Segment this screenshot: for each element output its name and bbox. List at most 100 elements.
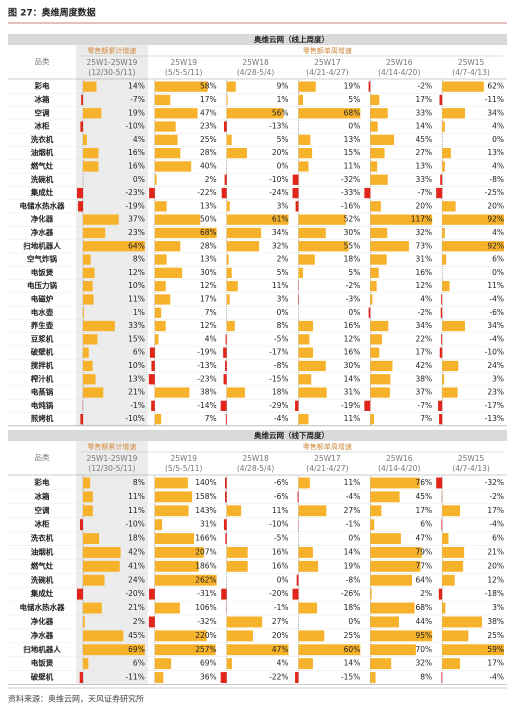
- category-name: 燃气灶: [31, 560, 54, 570]
- bar-positive: [298, 505, 327, 517]
- bar-negative: [223, 347, 227, 358]
- bar-negative: [151, 400, 155, 411]
- cell-value: -1%: [346, 520, 361, 529]
- bar-negative: [368, 307, 371, 318]
- category-name: 集成灶: [30, 588, 54, 598]
- column-week: 25W19: [170, 58, 197, 67]
- bar-negative: [440, 307, 443, 318]
- cell-value: 8%: [420, 673, 432, 682]
- cell-value: -6%: [489, 308, 504, 317]
- group-label: 零售额单周增速: [303, 46, 352, 55]
- bar-positive: [226, 254, 229, 265]
- cell-value: -4%: [489, 334, 504, 343]
- bar-positive: [83, 254, 91, 265]
- bar-positive: [83, 241, 145, 252]
- category-name: 洗碗机: [31, 574, 54, 584]
- cell-value: 27%: [415, 148, 432, 157]
- bar-negative: [440, 174, 443, 185]
- cell-value: 0%: [133, 175, 145, 184]
- cell-value: 5%: [348, 268, 360, 277]
- category-name: 电磁炉: [31, 293, 54, 303]
- cell-value: 11%: [344, 414, 361, 423]
- column-range: (4/7-4/13): [452, 68, 490, 77]
- bar-positive: [226, 560, 248, 572]
- bar-positive: [154, 201, 167, 212]
- cell-value: 6%: [492, 534, 504, 543]
- cell-value: 56%: [272, 108, 289, 117]
- bar-positive: [370, 334, 382, 345]
- cell-value: 68%: [415, 603, 432, 612]
- bar-positive: [298, 347, 314, 358]
- bar-positive: [154, 414, 162, 425]
- bar-positive: [298, 374, 312, 385]
- bar-positive: [370, 267, 379, 278]
- cell-value: -15%: [269, 374, 288, 383]
- cell-value: 38%: [487, 617, 504, 626]
- cell-value: 16%: [272, 561, 289, 570]
- cell-value: 41%: [128, 561, 145, 570]
- cell-value: 5%: [277, 268, 289, 277]
- bar-negative: [81, 94, 83, 106]
- bar-positive: [83, 320, 115, 332]
- bar-positive: [442, 254, 447, 265]
- cell-value: 11%: [128, 506, 145, 515]
- cell-value: -22%: [197, 188, 216, 197]
- column-week: 25W15: [458, 454, 485, 463]
- cell-value: -18%: [485, 589, 504, 598]
- category-header: 品类: [35, 452, 50, 462]
- bar-negative: [80, 414, 83, 425]
- bar-positive: [370, 108, 388, 119]
- category-name: 冰柜: [35, 121, 50, 131]
- bar-positive: [83, 374, 96, 385]
- bar-positive: [370, 477, 420, 489]
- bar-negative: [224, 174, 227, 185]
- bar-positive: [442, 81, 484, 92]
- cell-value: 16%: [415, 268, 432, 277]
- cell-value: 62%: [487, 82, 504, 91]
- cell-value: 25%: [487, 631, 504, 640]
- bar-positive: [370, 672, 376, 683]
- column-week: 25W17: [314, 58, 341, 67]
- bar-positive: [370, 201, 381, 212]
- bar-negative: [77, 588, 83, 600]
- cell-value: 3%: [277, 201, 289, 210]
- cell-value: 24%: [487, 361, 504, 370]
- cell-value: 16%: [272, 547, 289, 556]
- cell-value: 5%: [348, 95, 360, 104]
- cell-value: 4%: [420, 294, 432, 303]
- table-title: 奥维云网（线上周度）: [253, 34, 329, 44]
- category-name: 扫地机器人: [23, 240, 61, 250]
- cell-value: 17%: [487, 506, 504, 515]
- cell-value: 15%: [344, 148, 361, 157]
- cell-value: 11%: [128, 492, 145, 501]
- bar-positive: [226, 281, 238, 292]
- category-name: 破壁机: [31, 347, 54, 357]
- column-range: (4/14-4/20): [378, 464, 420, 473]
- cell-value: 12%: [200, 281, 217, 290]
- cell-value: 20%: [272, 631, 289, 640]
- bar-positive: [154, 519, 163, 531]
- cell-value: 52%: [344, 215, 361, 224]
- cell-value: -10%: [125, 414, 144, 423]
- category-name: 净水器: [31, 227, 54, 237]
- cell-value: -14%: [197, 401, 216, 410]
- bar-positive: [154, 505, 189, 517]
- cell-value: 4%: [492, 122, 504, 131]
- bar-positive: [298, 630, 325, 642]
- cell-value: 17%: [415, 506, 432, 515]
- cell-value: -7%: [418, 188, 433, 197]
- bar-positive: [154, 602, 180, 614]
- category-name: 搅拌机: [31, 360, 54, 370]
- source-note: 资料来源：奥维云网，天风证券研究所: [8, 694, 144, 704]
- cell-value: 0%: [348, 308, 360, 317]
- bar-positive: [226, 387, 245, 398]
- column-week: 25W1-25W19: [86, 454, 137, 463]
- cell-value: 25%: [200, 135, 217, 144]
- bar-positive: [83, 644, 145, 656]
- cell-value: -33%: [341, 188, 360, 197]
- cell-value: 59%: [487, 645, 504, 654]
- cell-value: 0%: [492, 268, 504, 277]
- bar-positive: [370, 347, 380, 358]
- cell-value: 30%: [344, 228, 361, 237]
